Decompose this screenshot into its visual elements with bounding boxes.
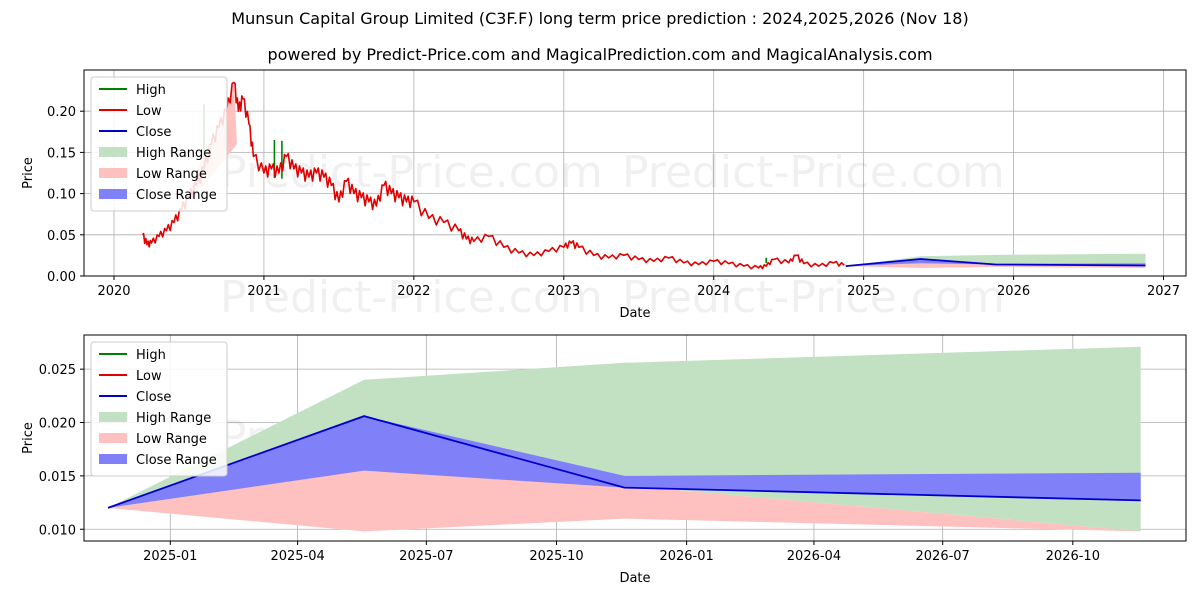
legend: High Low Close High Range Low Range Close Ran… (90, 341, 228, 477)
y-tick-label: 0.010 (39, 523, 76, 538)
y-tick-label: 0.020 (39, 417, 76, 432)
plot-panel-top: Predict-Price.com Predict-Price.com Predic… (21, 69, 1187, 323)
legend-high-label: High (136, 83, 166, 98)
x-axis-label: Date (619, 571, 650, 586)
legend-low-range-swatch (99, 433, 127, 443)
y-tick-label: 0.05 (47, 229, 76, 244)
close-series-line (845, 258, 1146, 267)
x-axis-label: Date (619, 306, 650, 321)
watermark: Predict-Price.com (622, 272, 1005, 323)
x-tick-label: 2025-07 (399, 549, 453, 564)
x-tick-label: 2021 (247, 284, 280, 299)
plot-frame (83, 69, 1187, 277)
y-tick-label: 0.015 (39, 470, 76, 485)
x-tick-label: 2025-04 (270, 549, 324, 564)
watermark: Predict-Price.com (220, 272, 603, 323)
watermark: Predict-Price.com (622, 147, 1005, 198)
chart-subtitle: powered by Predict-Price.com and Magical… (267, 45, 933, 64)
legend-high-range-label: High Range (136, 146, 211, 161)
legend-low-range-label: Low Range (136, 167, 207, 182)
legend-close-range-swatch (99, 189, 127, 199)
x-tick-label: 2026-04 (787, 549, 841, 564)
x-tick-label: 2026-01 (659, 549, 713, 564)
legend-low-label: Low (136, 369, 162, 384)
y-tick-label: 0.20 (47, 105, 76, 120)
legend-low-range-swatch (99, 168, 127, 178)
legend-close-range-label: Close Range (136, 188, 217, 203)
legend-high-range-swatch (99, 412, 127, 422)
plot-frame (83, 334, 1187, 542)
plot-area (107, 346, 1141, 532)
y-tick-label: 0.00 (47, 270, 76, 285)
legend-low-range-label: Low Range (136, 432, 207, 447)
watermark: Predict-Price.com (220, 147, 603, 198)
x-tick-label: 2026-07 (916, 549, 970, 564)
legend-high-range-label: High Range (136, 411, 211, 426)
x-tick-label: 2022 (397, 284, 430, 299)
x-tick-label: 2027 (1147, 284, 1180, 299)
x-tick-label: 2024 (697, 284, 730, 299)
x-tick-label: 2025-10 (529, 549, 583, 564)
x-tick-label: 2023 (547, 284, 580, 299)
y-tick-label: 0.10 (47, 188, 76, 203)
legend-high-range-swatch (99, 147, 127, 157)
x-tick-label: 2026 (997, 284, 1030, 299)
y-axis-label: Price (21, 157, 36, 189)
low-range-area (108, 470, 1141, 532)
legend-close-label: Close (136, 390, 171, 405)
close-range-area (108, 416, 1141, 508)
legend-close-range-swatch (99, 454, 127, 464)
y-axis-label: Price (21, 422, 36, 454)
legend-low-label: Low (136, 104, 162, 119)
legend-high-label: High (136, 348, 166, 363)
x-tick-label: 2025 (847, 284, 880, 299)
y-tick-label: 0.15 (47, 146, 76, 161)
legend-close-range-label: Close Range (136, 453, 217, 468)
plot-panel-bottom: Predict-Price.comPredict-Price.com2025-0… (21, 334, 1187, 586)
x-tick-label: 2020 (97, 284, 130, 299)
chart-title: Munsun Capital Group Limited (C3F.F) lon… (231, 9, 969, 28)
x-tick-label: 2026-10 (1046, 549, 1100, 564)
legend-close-label: Close (136, 125, 171, 140)
legend: High Low Close High Range Low Range Close Ran… (90, 76, 228, 212)
x-tick-label: 2025-01 (143, 549, 197, 564)
y-tick-label: 0.025 (39, 363, 76, 378)
close-series-line (107, 415, 1141, 509)
